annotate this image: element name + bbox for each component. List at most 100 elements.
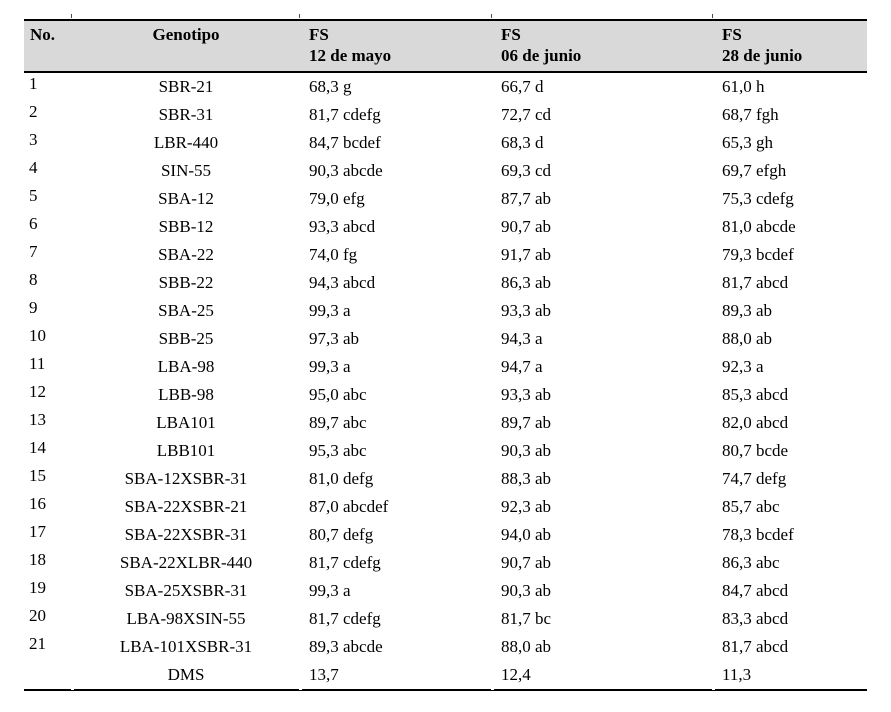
table-row: 11 LBA-98 99,3 a 94,7 a 92,3 a [24,353,867,381]
table-row: 17 SBA-22XSBR-31 80,7 defg 94,0 ab 78,3 bcde… [24,521,867,549]
header-row: No. Genotipo FS 12 de mayo FS 06 de juni… [24,20,867,73]
table-row: 5 SBA-12 79,0 efg 87,7 ab 75,3 cdefg [24,185,867,213]
table-row: 14 LBB101 95,3 abc 90,3 ab 80,7 bcde [24,437,867,465]
fs-28-junio-cell: 86,3 abc [722,553,780,572]
bottom-rule-gap [712,684,715,690]
genotype-cell: SBR-31 [158,105,214,124]
table-row: 20 LBA-98XSIN-55 81,7 cdefg 81,7 bc 83,3 abc… [24,605,867,633]
fs-12-mayo-cell: 74,0 fg [309,245,358,264]
fs-28-junio-cell: 80,7 bcde [722,441,789,460]
fs-28-junio-cell: 79,3 bcdef [722,245,794,264]
dms-row: DMS 13,7 12,4 11,3 [24,661,867,690]
genotype-cell: SBR-21 [158,77,214,96]
row-number-cell [24,661,72,690]
row-number-cell: 12 [29,382,46,401]
row-number-cell: 17 [29,522,46,541]
genotype-cell: SBA-22XSBR-21 [124,497,248,516]
fs-06-junio-cell: 12,4 [501,665,531,684]
column-boundary-tick [71,14,72,18]
fs-28-junio-cell: 74,7 defg [722,469,787,488]
genotype-cell: LBA-101XSBR-31 [119,637,253,656]
fs-06-junio-cell: 66,7 d [501,77,544,96]
row-number-cell: 20 [29,606,46,625]
table-row: 4 SIN-55 90,3 abcde 69,3 cd 69,7 efgh [24,157,867,185]
fs-12-mayo-cell: 95,0 abc [309,385,367,404]
fs-28-junio-cell: 81,7 abcd [722,273,789,292]
bottom-rule-gap [299,684,302,690]
fs-12-mayo-cell: 80,7 defg [309,525,374,544]
fs-12-mayo-cell: 89,7 abc [309,413,367,432]
fs-28-junio-cell: 88,0 ab [722,329,773,348]
genotype-cell: SBA-12 [158,189,214,208]
fs-12-mayo-cell: 68,3 g [309,77,352,96]
fs-06-junio-cell: 94,3 a [501,329,543,348]
row-number-cell: 9 [29,298,38,317]
fs-12-mayo-cell: 99,3 a [309,301,351,320]
fs-06-junio-cell: 81,7 bc [501,609,552,628]
fs-06-junio-cell: 72,7 cd [501,105,552,124]
row-number-cell: 4 [29,158,38,177]
table-row: 9 SBA-25 99,3 a 93,3 ab 89,3 ab [24,297,867,325]
fs-12-mayo-cell: 84,7 bcdef [309,133,381,152]
table-row: 10 SBB-25 97,3 ab 94,3 a 88,0 ab [24,325,867,353]
bottom-rule-gap [71,684,74,690]
fs-06-junio-cell: 90,3 ab [501,441,552,460]
header-genotipo: Genotipo [72,20,300,73]
row-number-cell: 13 [29,410,46,429]
genotype-cell: SBB-25 [158,329,214,348]
genotype-cell: LBA-98XSIN-55 [126,609,246,628]
fs-06-junio-cell: 94,0 ab [501,525,552,544]
header-fs-28-junio: FS 28 de junio [713,20,867,73]
column-boundary-tick [491,14,492,18]
fs-06-junio-cell: 90,7 ab [501,553,552,572]
fs-28-junio-cell: 81,7 abcd [722,637,789,656]
header-no-label: No. [30,25,56,44]
genotype-cell: SBA-25 [158,301,214,320]
fs-12-mayo-cell: 13,7 [309,665,339,684]
column-boundary-tick [299,14,300,18]
table-row: 12 LBB-98 95,0 abc 93,3 ab 85,3 abcd [24,381,867,409]
fs-12-mayo-cell: 79,0 efg [309,189,365,208]
genotype-cell: SBA-25XSBR-31 [124,581,248,600]
fs-06-junio-cell: 88,0 ab [501,637,552,656]
table-row: 19 SBA-25XSBR-31 99,3 a 90,3 ab 84,7 abcd [24,577,867,605]
genotype-cell: LBB101 [156,441,216,460]
header-no: No. [24,20,72,73]
fs-06-junio-cell: 69,3 cd [501,161,552,180]
fs-06-junio-cell: 89,7 ab [501,413,552,432]
bottom-rule-gap [491,684,494,690]
fs-28-junio-cell: 82,0 abcd [722,413,789,432]
table-body: 1 SBR-21 68,3 g 66,7 d 61,0 h 2 SBR-31 81,7 cde… [24,72,867,690]
row-number-cell: 2 [29,102,38,121]
fs-06-junio-cell: 87,7 ab [501,189,552,208]
fs-28-junio-cell: 65,3 gh [722,133,773,152]
fs-12-mayo-cell: 93,3 abcd [309,217,376,236]
fs-28-junio-cell: 84,7 abcd [722,581,789,600]
fs-12-mayo-cell: 81,0 defg [309,469,374,488]
row-number-cell: 14 [29,438,46,457]
fs-12-mayo-cell: 99,3 a [309,581,351,600]
fs-28-junio-cell: 61,0 h [722,77,765,96]
fs-06-junio-cell: 91,7 ab [501,245,552,264]
genotype-cell: SBB-22 [158,273,214,292]
table-row: 13 LBA101 89,7 abc 89,7 ab 82,0 abcd [24,409,867,437]
fs-28-junio-cell: 68,7 fgh [722,105,779,124]
fs-12-mayo-cell: 81,7 cdefg [309,105,381,124]
row-number-cell: 1 [29,74,38,93]
row-number-cell: 18 [29,550,46,569]
genotype-cell: LBA-98 [157,357,215,376]
row-number-cell: 19 [29,578,46,597]
genotype-cell: LBA101 [156,413,216,432]
row-number-cell: 11 [29,354,46,373]
genotype-cell: SBA-12XSBR-31 [124,469,248,488]
row-number-cell: 3 [29,130,38,149]
fs-12-mayo-cell: 95,3 abc [309,441,367,460]
table-row: 6 SBB-12 93,3 abcd 90,7 ab 81,0 abcde [24,213,867,241]
fs-28-junio-cell: 69,7 efgh [722,161,787,180]
genotype-cell: SBB-12 [158,217,214,236]
table-row: 3 LBR-440 84,7 bcdef 68,3 d 65,3 gh [24,129,867,157]
fs-28-junio-cell: 85,7 abc [722,497,780,516]
fs-06-junio-cell: 86,3 ab [501,273,552,292]
table-row: 16 SBA-22XSBR-21 87,0 abcdef 92,3 ab 85,7 ab… [24,493,867,521]
